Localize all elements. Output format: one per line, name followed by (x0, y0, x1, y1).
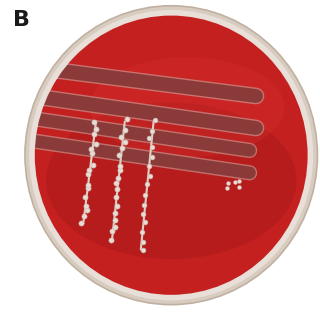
Ellipse shape (32, 13, 310, 298)
Point (92, 132, 97, 137)
Point (236, 179, 241, 184)
Point (116, 153, 122, 158)
Point (142, 220, 147, 225)
Point (93, 126, 99, 131)
Point (142, 193, 147, 198)
Point (124, 117, 130, 122)
Point (112, 210, 117, 215)
Point (92, 119, 97, 124)
Text: B: B (13, 10, 30, 30)
Point (140, 247, 145, 252)
Point (109, 237, 114, 243)
Point (116, 175, 121, 180)
Point (86, 186, 91, 191)
Point (122, 127, 127, 132)
Point (86, 167, 91, 172)
Point (112, 218, 117, 223)
Point (233, 180, 238, 185)
Point (83, 203, 88, 208)
Point (140, 211, 145, 216)
Point (118, 168, 123, 173)
Point (119, 146, 124, 151)
Point (85, 183, 90, 188)
Point (114, 203, 119, 208)
Point (112, 224, 117, 229)
Point (81, 213, 86, 219)
Point (149, 128, 154, 133)
Point (78, 220, 84, 225)
Point (85, 172, 91, 177)
Point (142, 202, 147, 207)
Point (144, 182, 149, 187)
Point (225, 180, 230, 186)
Point (117, 164, 123, 169)
Ellipse shape (90, 57, 285, 157)
Point (147, 174, 152, 179)
Point (109, 229, 115, 234)
Point (91, 163, 96, 168)
Point (150, 144, 155, 149)
Point (114, 187, 119, 192)
Point (236, 184, 241, 189)
Point (224, 185, 229, 190)
Point (114, 195, 119, 200)
Point (83, 194, 88, 199)
Point (90, 151, 95, 156)
Point (153, 118, 158, 123)
Ellipse shape (25, 6, 317, 305)
Point (147, 135, 152, 140)
Point (118, 134, 124, 139)
Point (141, 240, 146, 245)
Point (149, 155, 155, 160)
Point (114, 180, 119, 186)
Point (122, 139, 127, 144)
Ellipse shape (46, 102, 297, 259)
Point (85, 208, 90, 213)
Point (93, 141, 98, 147)
Point (89, 146, 94, 151)
Point (139, 229, 144, 234)
Point (146, 163, 151, 168)
